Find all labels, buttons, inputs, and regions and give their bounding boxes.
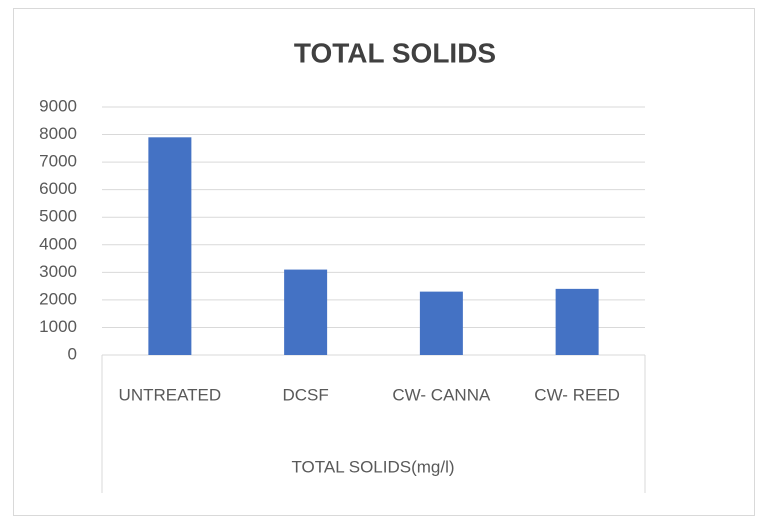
bar: [555, 288, 599, 355]
y-tick-label: 6000: [39, 179, 77, 198]
x-axis-title: TOTAL SOLIDS(mg/l): [291, 457, 454, 476]
chart-title: TOTAL SOLIDS: [294, 37, 496, 68]
y-tick-label: 7000: [39, 152, 77, 171]
x-tick-label: DCSF: [282, 385, 328, 404]
y-tick-label: 9000: [39, 96, 77, 115]
x-tick-label: CW- REED: [534, 385, 620, 404]
y-tick-label: 4000: [39, 234, 77, 253]
y-tick-label: 2000: [39, 289, 77, 308]
y-tick-label: 1000: [39, 317, 77, 336]
bar: [148, 137, 192, 355]
y-tick-label: 5000: [39, 207, 77, 226]
chart-border: [13, 8, 755, 516]
bar: [284, 269, 328, 355]
y-tick-label: 0: [68, 344, 77, 363]
bar: [419, 291, 463, 355]
y-tick-label: 8000: [39, 124, 77, 143]
x-tick-label: CW- CANNA: [392, 385, 491, 404]
y-tick-label: 3000: [39, 262, 77, 281]
x-tick-label: UNTREATED: [119, 385, 222, 404]
